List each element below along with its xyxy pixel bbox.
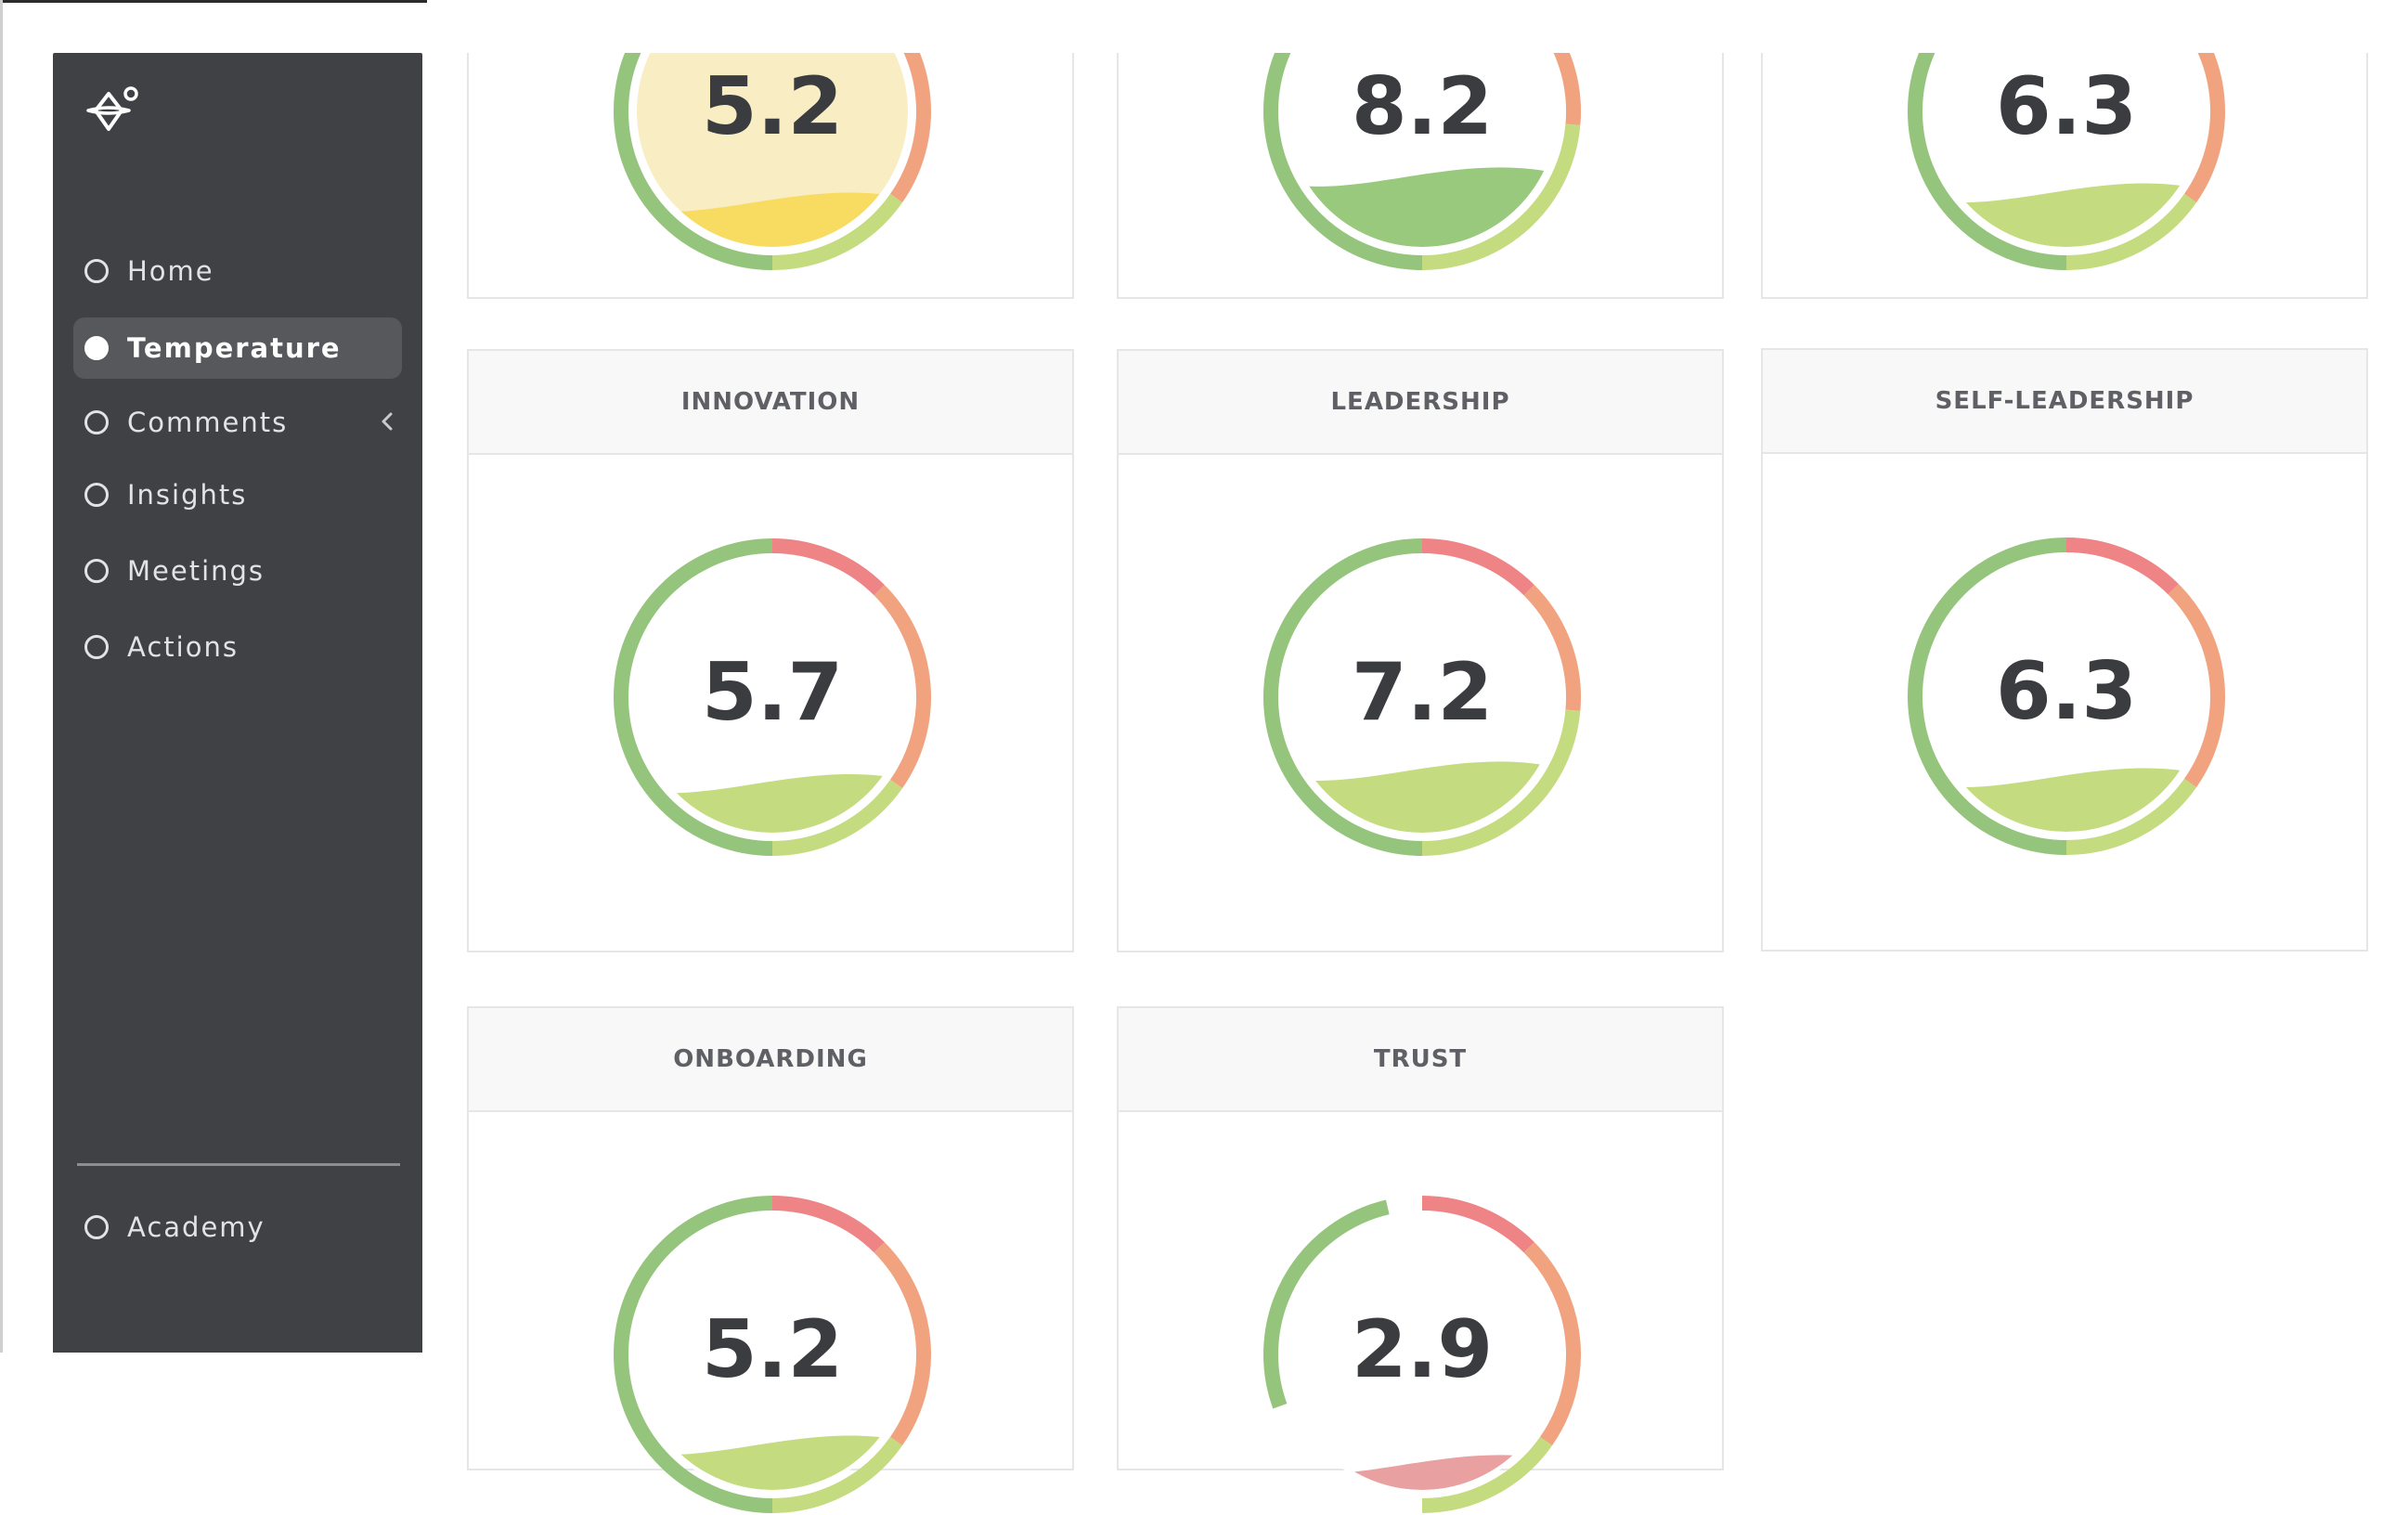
gauge-inner-border	[1283, 0, 1561, 251]
gauge-ring-segment	[771, 193, 903, 270]
score-value: 2.9	[1351, 1303, 1494, 1396]
chevron-left-icon[interactable]	[376, 408, 398, 434]
sidebar-item-label: Comments	[127, 407, 289, 438]
gauge-inner-border	[1927, 557, 2206, 835]
ring-icon	[84, 336, 109, 360]
gauge-background	[1931, 561, 2202, 832]
gauge-ring-segment	[1263, 538, 1423, 856]
sidebar-item-home[interactable]: Home	[73, 240, 402, 302]
sidebar-item-comments[interactable]: Comments	[73, 392, 402, 453]
score-gauge: 8.2	[1262, 0, 1583, 272]
sidebar-item-academy[interactable]: Academy	[73, 1197, 402, 1258]
ring-icon	[84, 559, 109, 583]
gauge-ring-segment	[771, 538, 885, 596]
score-gauge: 5.2	[612, 0, 933, 272]
score-gauge: 5.2	[612, 1194, 933, 1515]
score-value: 8.2	[1351, 60, 1494, 153]
sidebar-item-label: Temperature	[127, 332, 342, 364]
gauge-ring-segment	[1421, 123, 1581, 270]
gauge-ring-segment	[1908, 537, 2067, 855]
sidebar-item-label: Home	[127, 255, 214, 287]
card-title: LEADERSHIP	[1119, 351, 1722, 455]
gauge-inner-border	[633, 558, 912, 836]
gauge-ring-segment	[1908, 0, 2067, 270]
gauge-ring-segment	[2065, 193, 2197, 270]
metric-card-trust[interactable]: TRUST 2.9	[1117, 1006, 1724, 1513]
metric-card-innovation[interactable]: INNOVATION 5.7	[467, 349, 1074, 952]
gauge-ring-segment	[1263, 0, 1423, 270]
sidebar-item-label: Academy	[127, 1211, 265, 1243]
sidebar: Home Temperature Comments Insights Meeti…	[53, 53, 422, 1353]
metric-card-self-leadership[interactable]: SELF-LEADERSHIP 6.3	[1761, 348, 2368, 952]
score-gauge: 6.3	[1906, 536, 2227, 857]
gauge-ring-segment	[874, 585, 931, 789]
score-value: 6.3	[1995, 60, 2138, 153]
metric-card-onboarding[interactable]: ONBOARDING 5.2	[467, 1006, 1074, 1513]
gauge-inner-border	[1927, 0, 2206, 251]
metric-card-leadership[interactable]: LEADERSHIP 7.2	[1117, 349, 1724, 952]
score-gauge: 7.2	[1262, 537, 1583, 858]
gauge-inner-border	[633, 0, 912, 251]
gauge-ring-segment	[614, 0, 773, 270]
card-title: TRUST	[1119, 1008, 1722, 1112]
card-title: INNOVATION	[469, 351, 1072, 455]
sidebar-item-temperature[interactable]: Temperature	[73, 317, 402, 379]
sidebar-item-actions[interactable]: Actions	[73, 616, 402, 678]
window-left-border	[0, 0, 3, 1353]
gauge-ring-segment	[614, 538, 773, 856]
sidebar-item-insights[interactable]: Insights	[73, 464, 402, 525]
score-gauge: 2.9	[1262, 1194, 1583, 1515]
sidebar-item-label: Meetings	[127, 555, 265, 587]
sidebar-divider	[77, 1163, 400, 1166]
score-value: 5.7	[701, 646, 844, 739]
card-title: SELF-LEADERSHIP	[1763, 350, 2366, 454]
gauge-ring-segment	[1421, 1196, 1534, 1253]
score-gauge: 5.7	[612, 537, 933, 858]
metric-card[interactable]: 5.2	[467, 0, 1074, 299]
ring-icon	[84, 259, 109, 283]
score-value: 5.2	[701, 1303, 844, 1396]
ring-icon	[84, 483, 109, 507]
gauge-ring-segment	[771, 1196, 885, 1253]
score-value: 7.2	[1351, 646, 1494, 739]
card-title: ONBOARDING	[469, 1008, 1072, 1112]
sidebar-item-label: Actions	[127, 631, 239, 663]
gauge-inner-border	[1283, 558, 1561, 836]
gauge-ring-segment	[2065, 537, 2179, 595]
content-top-mask	[427, 0, 2408, 53]
gauge-ring-segment	[1523, 585, 1581, 711]
gauge-ring-segment	[1421, 709, 1581, 856]
score-gauge: 6.3	[1906, 0, 2227, 272]
gauge-ring-segment	[2168, 584, 2225, 788]
sparkle-logo-icon[interactable]	[81, 83, 146, 148]
gauge-ring-segment	[1421, 538, 1534, 596]
score-value: 6.3	[1995, 645, 2138, 738]
ring-icon	[84, 1215, 109, 1239]
gauge-ring-segment	[2065, 778, 2197, 855]
ring-icon	[84, 410, 109, 434]
sidebar-item-meetings[interactable]: Meetings	[73, 540, 402, 602]
gauge-ring-segment	[771, 779, 903, 856]
sidebar-item-label: Insights	[127, 479, 248, 511]
gauge-background	[637, 562, 908, 833]
score-value: 5.2	[701, 60, 844, 153]
gauge-background	[637, 0, 908, 247]
ring-icon	[84, 635, 109, 659]
